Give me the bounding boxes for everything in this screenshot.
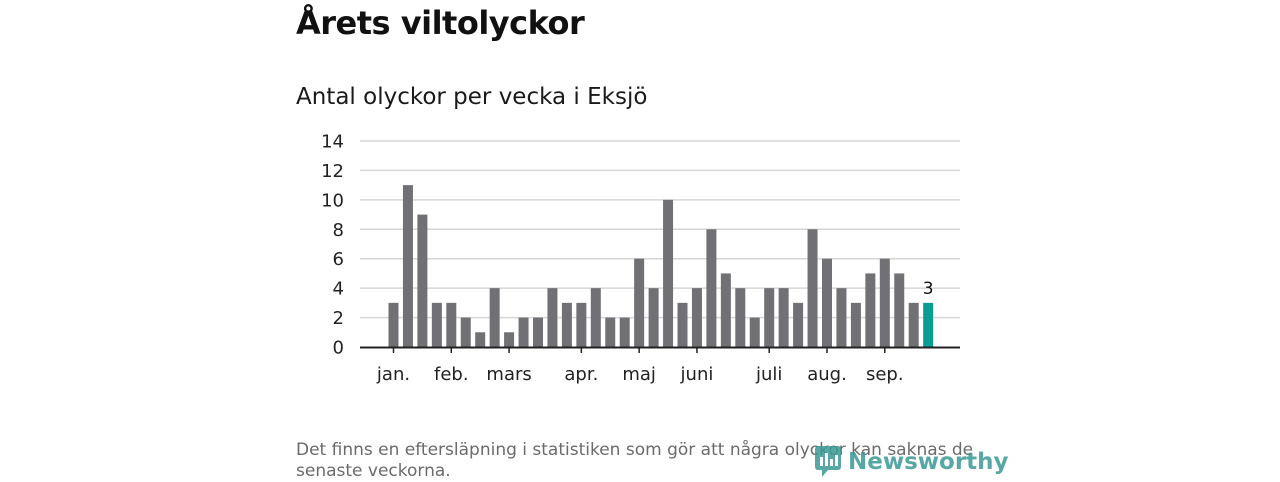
x-tick-label: juli — [755, 364, 782, 385]
y-tick-label: 14 — [321, 132, 344, 153]
bar — [504, 332, 515, 347]
bar — [894, 273, 905, 347]
bars — [388, 185, 934, 347]
y-tick-label: 6 — [333, 249, 344, 270]
footnote: Det finns en eftersläpning i statistiken… — [296, 440, 974, 481]
grid-lines — [360, 140, 960, 319]
x-tick-label: mars — [486, 364, 531, 385]
bar — [475, 332, 486, 347]
bar — [590, 288, 601, 347]
bar — [836, 288, 847, 347]
bar-chart: 0 2 4 6 8 10 12 14 jan. feb. mars apr. maj juni juli a… — [321, 132, 960, 385]
bar — [908, 302, 919, 347]
x-axis: jan. feb. mars apr. maj juni juli aug. sep. — [360, 346, 960, 385]
bar — [402, 185, 413, 347]
bar — [764, 288, 775, 347]
bar — [446, 302, 457, 347]
bar — [489, 288, 500, 347]
bar — [547, 288, 558, 347]
bar — [576, 302, 587, 347]
x-tick-label: juni — [680, 364, 714, 385]
bar — [431, 302, 442, 347]
bar — [417, 214, 428, 347]
x-tick-label: apr. — [564, 364, 598, 385]
x-tick-label: feb. — [434, 364, 469, 385]
logo-text: Newsworthy — [848, 449, 1009, 475]
bar — [605, 317, 616, 347]
bar — [879, 258, 890, 347]
bar — [822, 258, 832, 347]
bar — [807, 229, 818, 347]
bar — [388, 302, 399, 347]
chart-title: Antal olyckor per vecka i Eksjö — [296, 84, 648, 110]
newsworthy-logo[interactable]: Newsworthy — [814, 445, 1009, 479]
bar — [706, 229, 717, 347]
x-tick-label: sep. — [866, 364, 904, 385]
x-tick-label: jan. — [376, 364, 410, 385]
bar-highlight — [923, 302, 934, 347]
y-tick-label: 2 — [333, 308, 344, 329]
bar — [720, 273, 731, 347]
bar — [749, 317, 760, 347]
y-axis-ticks: 0 2 4 6 8 10 12 14 — [321, 132, 344, 359]
bar — [778, 288, 789, 347]
bar — [677, 302, 688, 347]
bar — [735, 288, 746, 347]
y-tick-label: 4 — [333, 279, 344, 300]
x-tick-label: maj — [622, 364, 656, 385]
bar — [518, 317, 529, 347]
y-tick-label: 12 — [321, 161, 344, 182]
bar — [460, 317, 471, 347]
data-labels: 3 — [923, 279, 934, 299]
x-tick-label: aug. — [807, 364, 847, 385]
bar — [850, 302, 861, 347]
y-tick-label: 10 — [321, 190, 344, 211]
newsworthy-logo-icon — [815, 446, 841, 477]
bar — [663, 199, 674, 347]
data-label: 3 — [923, 279, 934, 299]
bar — [691, 288, 702, 347]
bar — [561, 302, 572, 347]
y-tick-label: 8 — [333, 220, 344, 241]
bar — [634, 258, 645, 347]
bar — [648, 288, 659, 347]
bar — [865, 273, 876, 347]
bar — [533, 317, 543, 347]
headline: Årets viltolyckor — [296, 4, 585, 42]
bar — [793, 302, 804, 347]
bar — [619, 317, 630, 347]
y-tick-label: 0 — [333, 338, 344, 359]
